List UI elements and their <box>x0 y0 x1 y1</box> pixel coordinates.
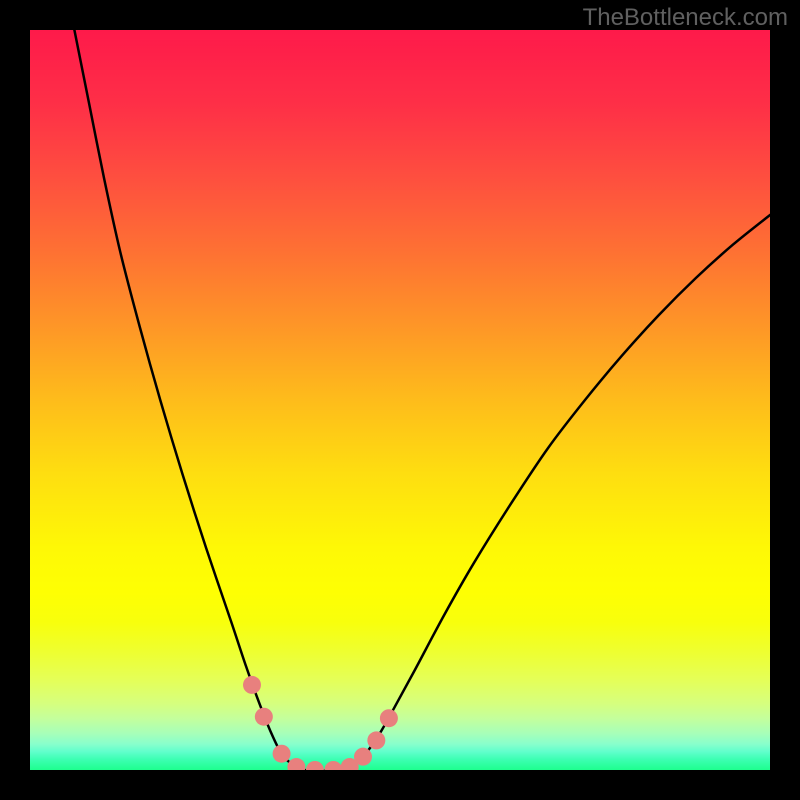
curve-marker <box>380 709 398 727</box>
gradient-background <box>30 30 770 770</box>
curve-marker <box>243 676 261 694</box>
chart-frame: TheBottleneck.com <box>0 0 800 800</box>
plot-area <box>30 30 770 770</box>
curve-marker <box>255 708 273 726</box>
curve-marker <box>354 748 372 766</box>
curve-marker <box>273 745 291 763</box>
curve-marker <box>367 731 385 749</box>
watermark-text: TheBottleneck.com <box>583 4 788 32</box>
plot-svg <box>30 30 770 770</box>
